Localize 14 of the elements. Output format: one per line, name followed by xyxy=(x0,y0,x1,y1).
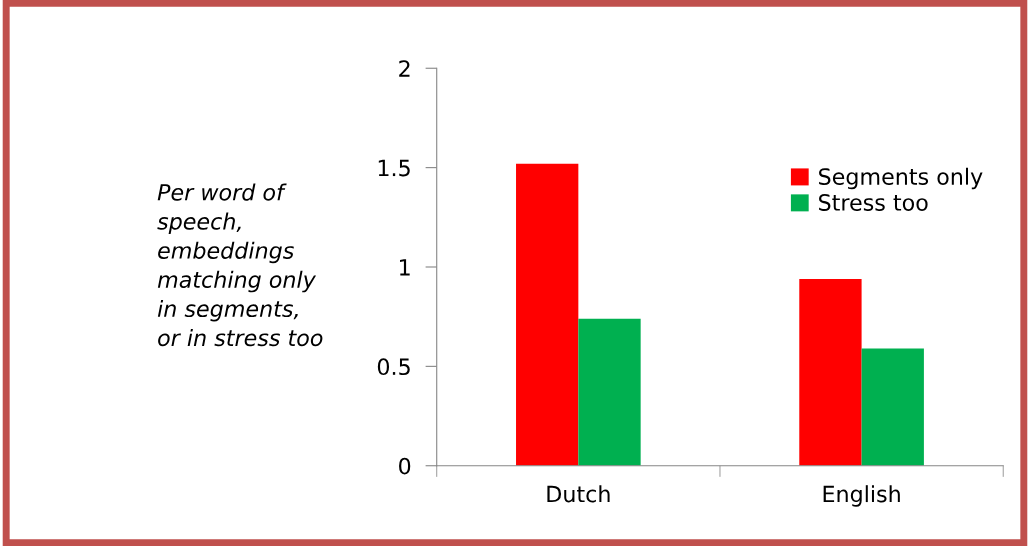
y-axis-title: Per word of speech, embeddings matching only in segments, or in stress too xyxy=(157,183,323,347)
y-tick-label: 0 xyxy=(399,457,411,475)
bar xyxy=(578,318,641,466)
legend-label: Segments only xyxy=(819,167,983,190)
x-tick-label: English xyxy=(823,485,900,507)
y-tick-label: 1 xyxy=(400,259,410,276)
bar xyxy=(861,348,924,466)
x-tick-label: Dutch xyxy=(547,485,610,503)
y-tick-label: 0.5 xyxy=(377,358,410,376)
y-tick-label: 1.5 xyxy=(378,159,410,177)
legend-label: Stress too xyxy=(819,194,928,211)
bar xyxy=(516,163,579,466)
y-tick-label: 2 xyxy=(399,60,410,77)
bar xyxy=(799,278,862,466)
